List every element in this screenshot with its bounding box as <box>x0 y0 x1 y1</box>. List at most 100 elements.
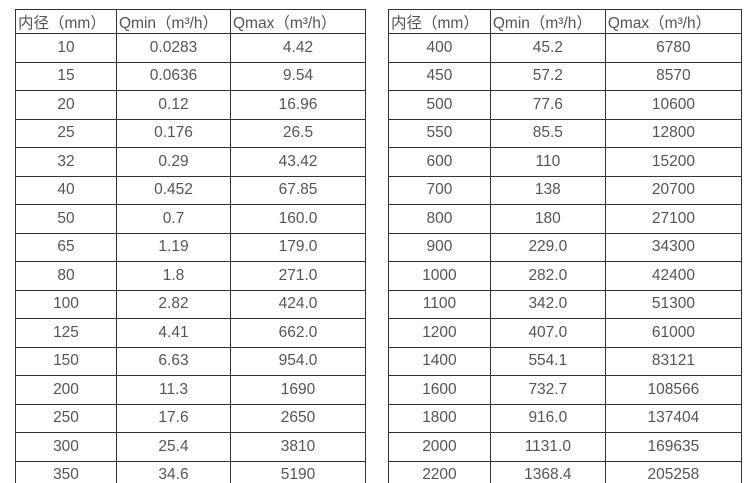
table-cell: 1368.4 <box>489 460 606 483</box>
table-cell: 108566 <box>604 375 743 405</box>
table-row: 125 4.41 662.0 <box>15 318 366 348</box>
table-cell: 250 <box>15 403 117 433</box>
table-row: 700 138 20700 <box>388 175 743 205</box>
table-cell: 137404 <box>604 403 743 433</box>
table-row: 300 25.4 3810 <box>15 432 366 462</box>
table-cell: 732.7 <box>489 375 606 405</box>
table-row: 1100 342.0 51300 <box>388 289 743 319</box>
table-row: 800 180 27100 <box>388 204 743 234</box>
table-row: 2200 1368.4 205258 <box>388 460 743 483</box>
table-cell: 0.0283 <box>116 33 231 63</box>
table-row: 1800 916.0 137404 <box>388 403 743 433</box>
table-cell: 85.5 <box>489 118 606 148</box>
table-cell: 57.2 <box>489 61 606 91</box>
table-row: 600 110 15200 <box>388 147 743 177</box>
table-cell: 4.41 <box>116 318 231 348</box>
table-cell: 138 <box>489 175 606 205</box>
table-row: 400 45.2 6780 <box>388 33 743 63</box>
table-cell: 150 <box>15 346 117 376</box>
table-cell: 662.0 <box>230 318 366 348</box>
header-cell: 内径（mm） <box>388 9 491 34</box>
table-cell: 100 <box>15 289 117 319</box>
table-cell: 8570 <box>604 61 743 91</box>
table-cell: 800 <box>388 204 491 234</box>
table-row: 25 0.176 26.5 <box>15 118 366 148</box>
table-cell: 1.8 <box>116 261 231 291</box>
table-cell: 0.29 <box>116 147 231 177</box>
table-row: 1000 282.0 42400 <box>388 261 743 291</box>
table-cell: 20700 <box>604 175 743 205</box>
table-cell: 550 <box>388 118 491 148</box>
table-cell: 125 <box>15 318 117 348</box>
table-cell: 916.0 <box>489 403 606 433</box>
header-cell: Qmax（m³/h） <box>230 9 366 34</box>
table-row: 32 0.29 43.42 <box>15 147 366 177</box>
table-cell: 15 <box>15 61 117 91</box>
table-cell: 34300 <box>604 232 743 262</box>
table-cell: 2650 <box>230 403 366 433</box>
table-row: 65 1.19 179.0 <box>15 232 366 262</box>
table-cell: 10600 <box>604 90 743 120</box>
table-cell: 407.0 <box>489 318 606 348</box>
table-cell: 0.12 <box>116 90 231 120</box>
table-cell: 282.0 <box>489 261 606 291</box>
header-row: 内径（mm） Qmin（m³/h） Qmax（m³/h） <box>388 9 743 34</box>
table-cell: 6.63 <box>116 346 231 376</box>
flow-rate-table-large-diameters: 内径（mm） Qmin（m³/h） Qmax（m³/h） 400 45.2 6780 45… <box>388 9 743 483</box>
table-cell: 34.6 <box>116 460 231 483</box>
table-cell: 229.0 <box>489 232 606 262</box>
table-cell: 300 <box>15 432 117 462</box>
table-cell: 400 <box>388 33 491 63</box>
table-row: 450 57.2 8570 <box>388 61 743 91</box>
table-cell: 12800 <box>604 118 743 148</box>
table-row: 20 0.12 16.96 <box>15 90 366 120</box>
table-row: 350 34.6 5190 <box>15 460 366 483</box>
table-cell: 2000 <box>388 432 491 462</box>
table-cell: 180 <box>489 204 606 234</box>
table-row: 1600 732.7 108566 <box>388 375 743 405</box>
table-cell: 25.4 <box>116 432 231 462</box>
table-row: 150 6.63 954.0 <box>15 346 366 376</box>
table-cell: 1200 <box>388 318 491 348</box>
header-cell: 内径（mm） <box>15 9 117 34</box>
table-cell: 1000 <box>388 261 491 291</box>
table-cell: 450 <box>388 61 491 91</box>
table-header-row: 内径（mm） Qmin（m³/h） Qmax（m³/h） <box>15 9 366 34</box>
table-cell: 110 <box>489 147 606 177</box>
table-row: 250 17.6 2650 <box>15 403 366 433</box>
table-cell: 271.0 <box>230 261 366 291</box>
table-cell: 42400 <box>604 261 743 291</box>
table-cell: 205258 <box>604 460 743 483</box>
table-cell: 5190 <box>230 460 366 483</box>
table-cell: 900 <box>388 232 491 262</box>
table-cell: 32 <box>15 147 117 177</box>
header-cell: Qmin（m³/h） <box>116 9 231 34</box>
table-cell: 51300 <box>604 289 743 319</box>
table-row: 1200 407.0 61000 <box>388 318 743 348</box>
table-cell: 1131.0 <box>489 432 606 462</box>
table-cell: 1600 <box>388 375 491 405</box>
header-row: 内径（mm） Qmin（m³/h） Qmax（m³/h） <box>15 9 366 34</box>
table-cell: 25 <box>15 118 117 148</box>
table-row: 80 1.8 271.0 <box>15 261 366 291</box>
table-cell: 424.0 <box>230 289 366 319</box>
table-cell: 1.19 <box>116 232 231 262</box>
table-cell: 27100 <box>604 204 743 234</box>
table-cell: 954.0 <box>230 346 366 376</box>
table-cell: 61000 <box>604 318 743 348</box>
table-cell: 2200 <box>388 460 491 483</box>
table-cell: 50 <box>15 204 117 234</box>
table-body: 400 45.2 6780 450 57.2 8570 500 77.6 10600 550 85.… <box>388 33 743 483</box>
table-cell: 2.82 <box>116 289 231 319</box>
table-row: 500 77.6 10600 <box>388 90 743 120</box>
table-cell: 20 <box>15 90 117 120</box>
table-row: 10 0.0283 4.42 <box>15 33 366 63</box>
header-cell: Qmin（m³/h） <box>489 9 606 34</box>
table-cell: 4.42 <box>230 33 366 63</box>
table-cell: 67.85 <box>230 175 366 205</box>
table-cell: 1800 <box>388 403 491 433</box>
table-cell: 16.96 <box>230 90 366 120</box>
table-row: 1400 554.1 83121 <box>388 346 743 376</box>
table-cell: 700 <box>388 175 491 205</box>
table-cell: 83121 <box>604 346 743 376</box>
